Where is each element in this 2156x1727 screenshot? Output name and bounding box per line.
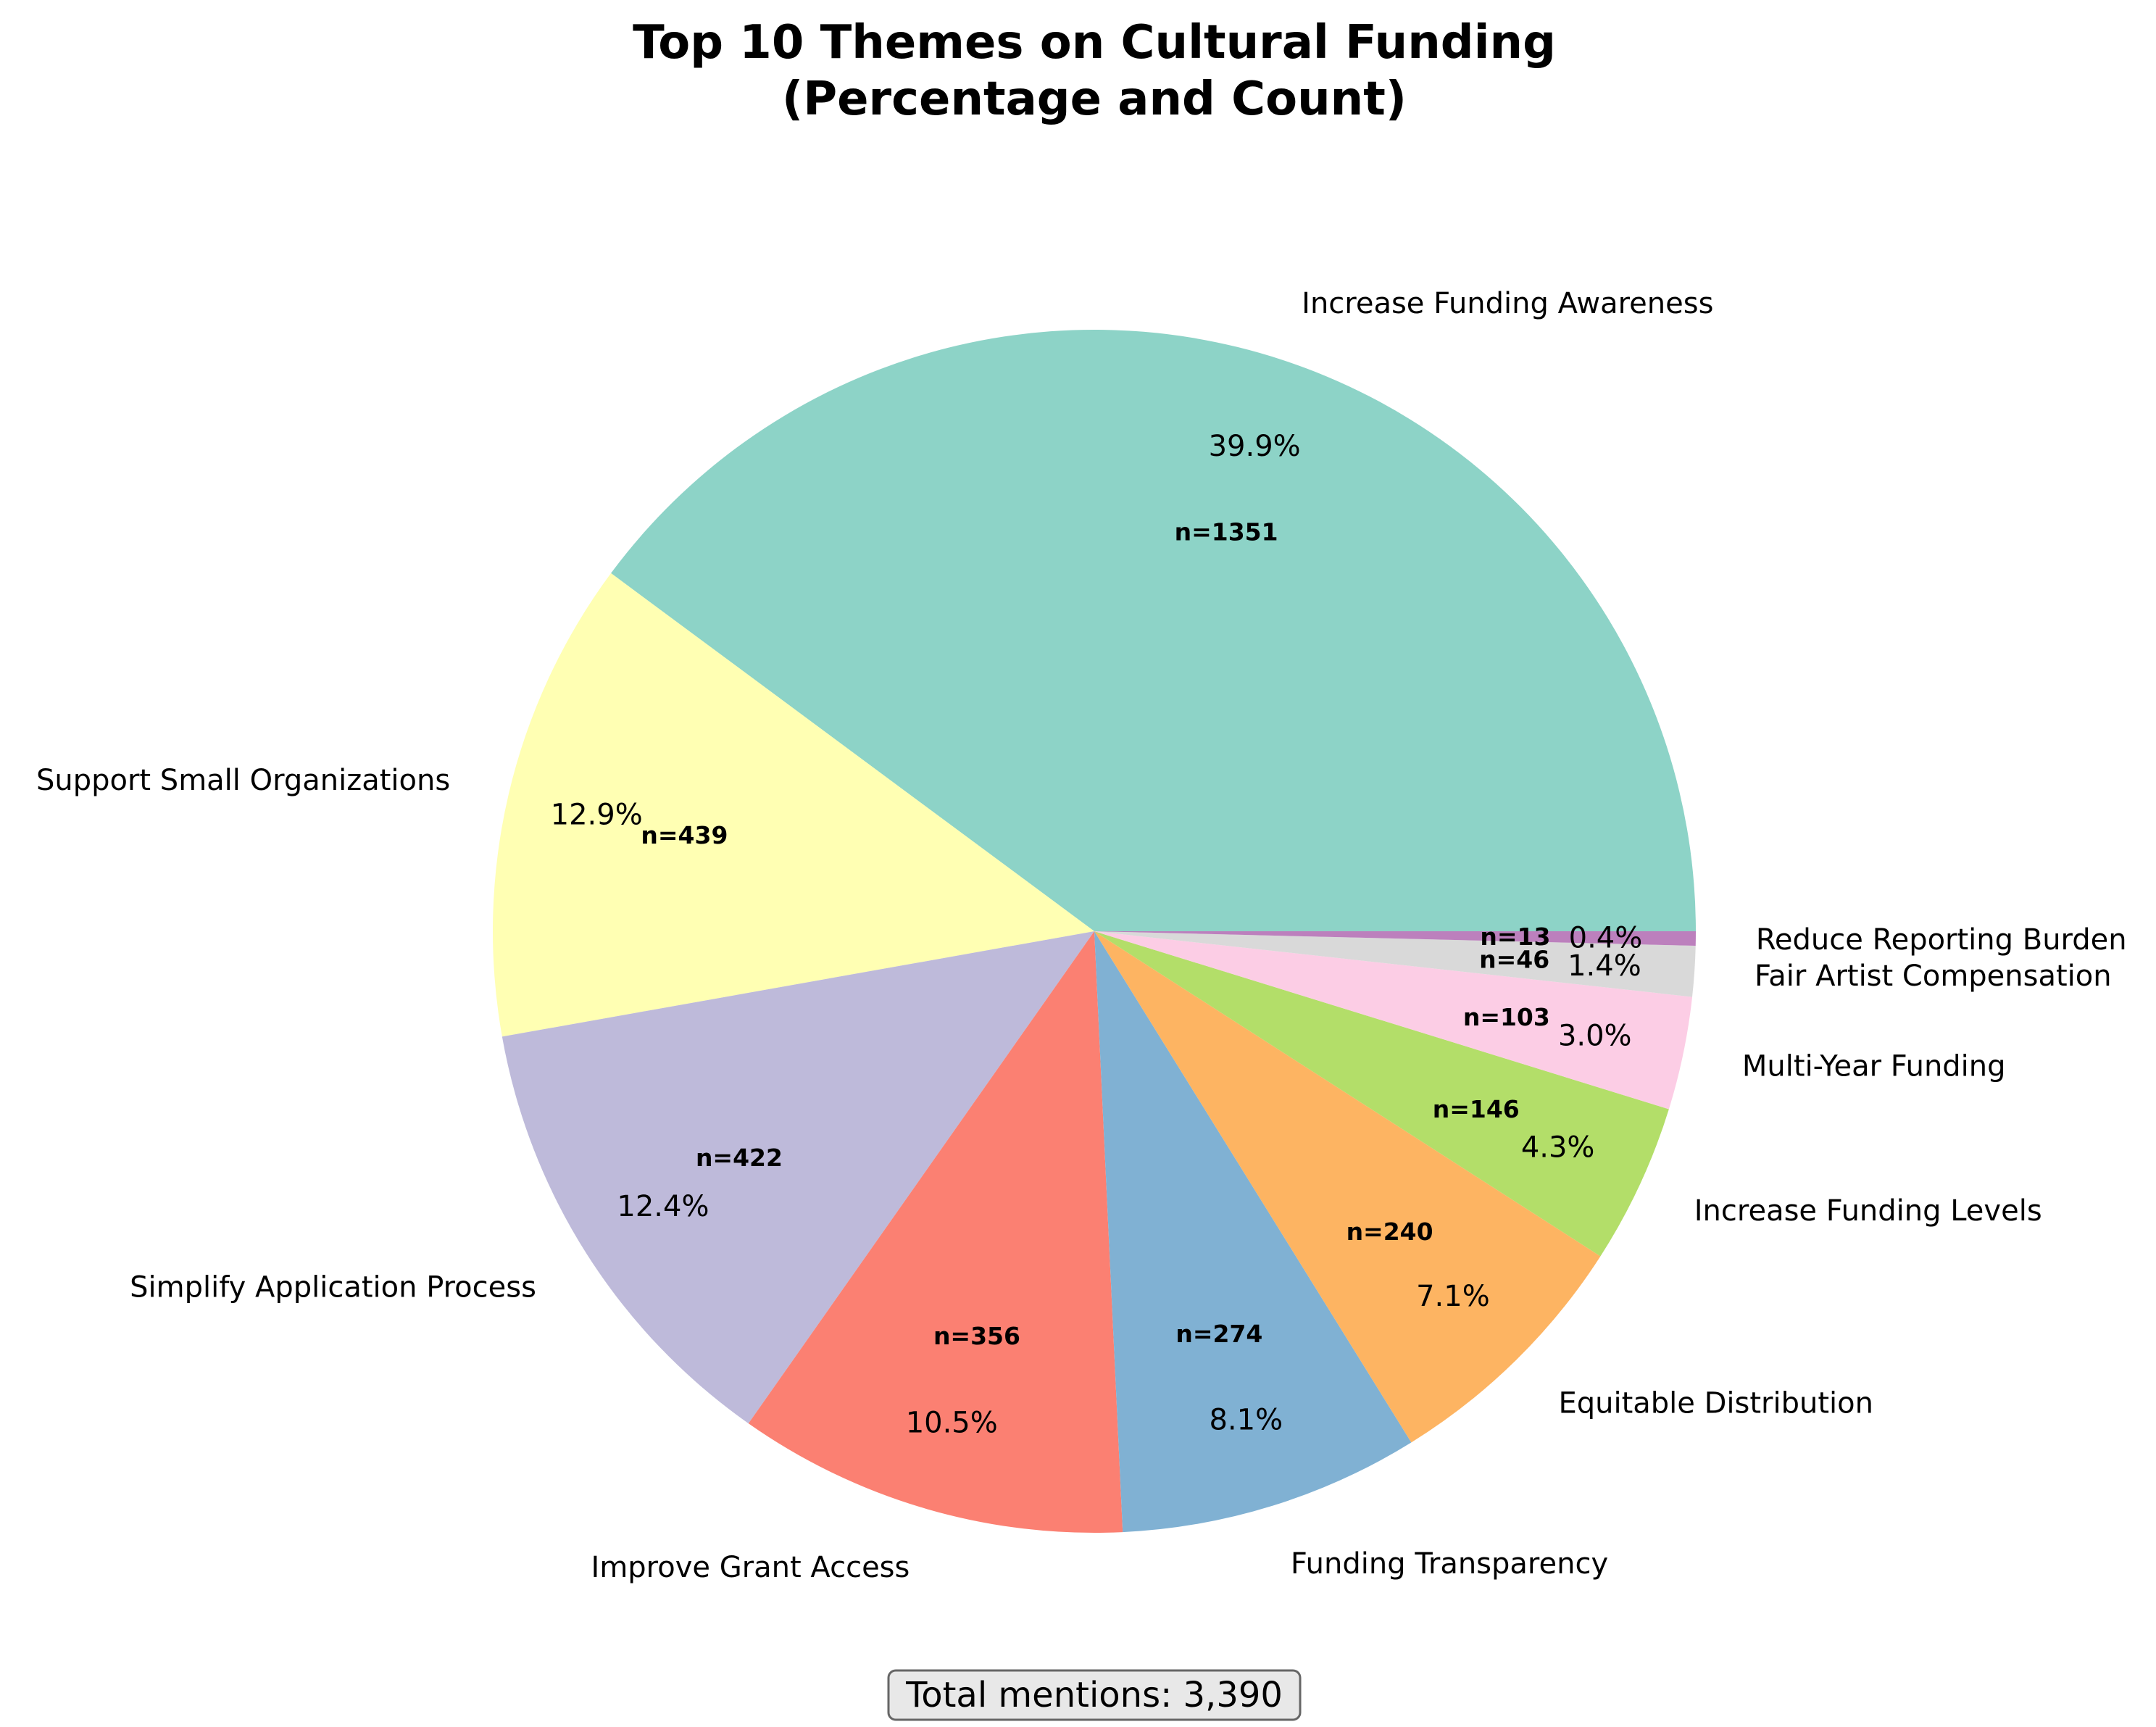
slice-category-label: Multi-Year Funding <box>1742 1050 2006 1083</box>
slice-count-label: n=46 <box>1479 946 1549 974</box>
slice-percent-label: 4.3% <box>1521 1131 1595 1165</box>
slice-category-label: Equitable Distribution <box>1558 1387 1873 1420</box>
slice-category-label: Fair Artist Compensation <box>1755 960 2112 993</box>
slice-category-label: Simplify Application Process <box>130 1270 536 1304</box>
pie-slice <box>1094 931 1696 946</box>
total-mentions-box: Total mentions: 3,390 <box>887 1669 1302 1721</box>
slice-percent-label: 10.5% <box>906 1407 998 1440</box>
slice-percent-label: 8.1% <box>1209 1404 1283 1437</box>
slice-category-label: Funding Transparency <box>1291 1547 1608 1581</box>
pie-slice <box>501 931 1094 1424</box>
slice-percent-label: 39.9% <box>1209 430 1301 463</box>
slice-count-label: n=274 <box>1175 1320 1262 1348</box>
pie-slice <box>1094 931 1696 997</box>
chart-title-line: Top 10 Themes on Cultural Funding <box>633 16 1556 70</box>
total-mentions-box-bg <box>887 1669 1302 1721</box>
chart-title: Top 10 Themes on Cultural Funding(Percen… <box>633 16 1556 126</box>
slice-count-label: n=356 <box>933 1322 1020 1350</box>
pie-slice <box>1094 931 1669 1257</box>
slice-count-label: n=103 <box>1463 1003 1550 1031</box>
slice-count-label: n=1351 <box>1175 517 1278 546</box>
slice-count-label: n=422 <box>696 1144 783 1172</box>
slice-count-label: n=240 <box>1347 1218 1433 1246</box>
slice-category-label: Improve Grant Access <box>591 1551 910 1584</box>
chart-title-line: (Percentage and Count) <box>782 72 1407 126</box>
pie-slice <box>492 573 1094 1037</box>
slice-percent-label: 7.1% <box>1416 1280 1490 1313</box>
slice-category-label: Reduce Reporting Burden <box>1756 923 2127 957</box>
pie-labels: Increase Funding Awareness 39.9% n=1351 Sup… <box>36 287 2127 1584</box>
pie-slices <box>492 330 1696 1533</box>
slice-category-label: Increase Funding Awareness <box>1302 287 1713 320</box>
pie-slice <box>1094 931 1693 1110</box>
slice-count-label: n=146 <box>1433 1095 1520 1123</box>
pie-slice <box>1094 931 1412 1533</box>
slice-category-label: Support Small Organizations <box>36 764 450 797</box>
slice-percent-label: 12.4% <box>617 1190 709 1223</box>
pie-slice <box>611 330 1696 931</box>
pie-slice <box>748 931 1123 1533</box>
slice-count-label: n=439 <box>641 821 728 849</box>
slice-count-label: n=13 <box>1480 923 1550 951</box>
total-mentions-text: Total mentions: 3,390 <box>905 1675 1283 1715</box>
slice-percent-label: 1.4% <box>1568 949 1641 983</box>
slice-percent-label: 12.9% <box>551 799 643 832</box>
slice-category-label: Increase Funding Levels <box>1694 1194 2042 1228</box>
pie-slice <box>1094 931 1601 1443</box>
slice-percent-label: 0.4% <box>1569 921 1643 954</box>
slice-percent-label: 3.0% <box>1558 1019 1632 1052</box>
